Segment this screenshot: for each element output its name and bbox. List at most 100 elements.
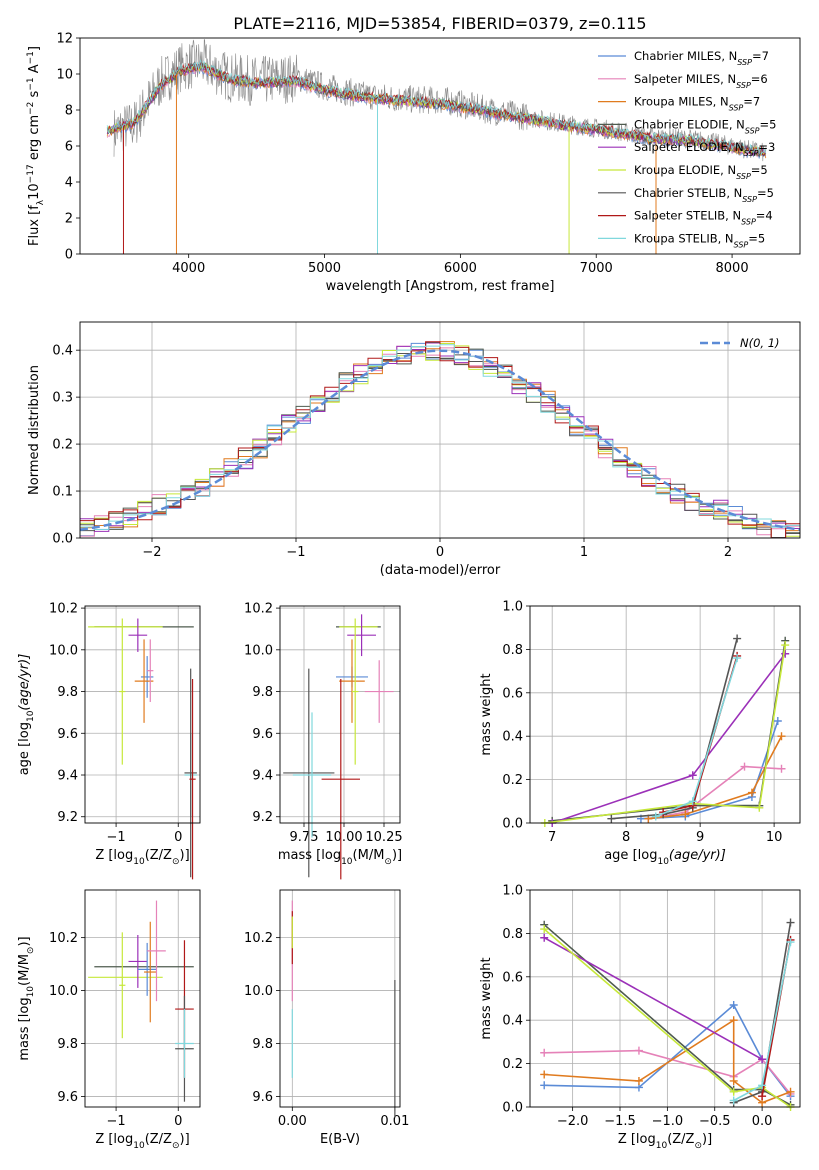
y-tick-label: 10.2 — [49, 931, 78, 946]
x-tick-label: 1 — [580, 545, 588, 560]
y-tick-label: 10.0 — [49, 984, 78, 999]
y-axis-label: Normed distribution — [27, 365, 42, 495]
y-axis-label: mass [log10(M/M⊙)] — [17, 936, 36, 1060]
axes-frame — [84, 605, 201, 824]
axes-frame — [84, 889, 201, 1108]
x-axis-label: wavelength [Angstrom, rest frame] — [326, 279, 555, 294]
plus-marker — [758, 1081, 767, 1090]
weight-vs-age-panel: 7 8 9 10 0.0 0.2 0.4 0.6 0.8 1.0 age [log10(age/yr… — [479, 600, 801, 867]
y-tick-label: 10.2 — [244, 602, 273, 617]
plus-marker — [634, 1076, 643, 1085]
legend-label: Kroupa STELIB, NSSP=5 — [634, 231, 765, 249]
y-axis-label: Flux [fλ10−17 erg cm−2 s−1 A−1] — [26, 46, 46, 246]
y-tick-label: 0.2 — [502, 1057, 523, 1072]
axes-frame — [79, 37, 801, 255]
x-axis-label: age [log10(age/yr)] — [604, 848, 726, 867]
grid — [85, 606, 200, 823]
x-tick-label: −1 — [106, 1114, 125, 1129]
y-tick-label: 0 — [65, 248, 73, 263]
y-tick-label: 0.0 — [52, 532, 73, 547]
plus-marker — [777, 732, 786, 741]
grid — [530, 605, 800, 824]
legend-label: Chabrier MILES, NSSP=7 — [634, 49, 769, 67]
axes-frame — [529, 889, 801, 1108]
y-tick-label: 0.6 — [502, 686, 523, 701]
plus-marker — [607, 814, 616, 823]
x-tick-label: 8000 — [716, 261, 749, 276]
y-tick-label: 9.8 — [252, 1037, 273, 1052]
error-bars — [291, 900, 396, 1118]
plus-marker — [540, 1081, 549, 1090]
x-tick-label: 0 — [174, 830, 182, 845]
weight-series-line — [611, 638, 738, 820]
x-axis-label: E(B-V) — [320, 1132, 360, 1147]
y-tick-label: 1.0 — [502, 884, 523, 899]
legend-label: Salpeter MILES, NSSP=6 — [634, 72, 768, 90]
x-axis-label: Z [log10(Z/Z⊙)] — [95, 848, 189, 867]
plus-marker — [729, 1016, 738, 1025]
legend: N(0, 1) — [700, 336, 780, 350]
y-axis-label: age [log10(age/yr)] — [17, 654, 36, 776]
plus-marker — [733, 634, 742, 643]
axes-frame — [279, 889, 401, 1108]
y-tick-label: 10 — [56, 68, 73, 83]
x-tick-label: 5000 — [308, 261, 341, 276]
y-tick-label: 9.6 — [252, 1090, 273, 1105]
plus-marker — [540, 1070, 549, 1079]
x-tick-label: 7 — [548, 830, 556, 845]
y-tick-label: 0.4 — [502, 1014, 523, 1029]
normal-distribution-curve — [80, 349, 800, 532]
x-tick-label: 10.00 — [325, 830, 362, 845]
legend-label: Kroupa MILES, NSSP=7 — [634, 95, 760, 113]
y-tick-label: 0.1 — [52, 485, 73, 500]
weight-lines — [540, 634, 790, 827]
y-tick-label: 10.0 — [49, 643, 78, 658]
x-tick-label: 0.01 — [380, 1114, 409, 1129]
y-tick-label: 6 — [65, 140, 73, 155]
x-tick-label: 10 — [766, 830, 783, 845]
plus-marker — [688, 771, 697, 780]
plus-marker — [688, 797, 697, 806]
error-bars — [283, 614, 394, 880]
weight-series-line — [544, 1018, 791, 1104]
grid — [85, 890, 200, 1107]
x-tick-label: 0 — [436, 545, 444, 560]
x-tick-label: 0.0 — [752, 1114, 773, 1129]
spectrum-panel: 4000 5000 6000 7000 8000 0 2 4 6 8 10 12 wavelength … — [26, 32, 801, 294]
plus-marker — [781, 649, 790, 658]
y-tick-label: 10.0 — [244, 984, 273, 999]
plus-marker — [729, 1096, 738, 1105]
histogram-group — [80, 341, 800, 538]
x-tick-label: 0 — [174, 1114, 182, 1129]
y-tick-label: 1.0 — [502, 600, 523, 615]
y-tick-label: 0.8 — [502, 643, 523, 658]
x-tick-label: −1.0 — [652, 1114, 684, 1129]
y-tick-label: 9.2 — [57, 810, 78, 825]
y-tick-label: 9.6 — [252, 727, 273, 742]
x-axis-label: Z [log10(Z/Z⊙)] — [618, 1132, 712, 1151]
y-tick-label: 0.0 — [502, 1101, 523, 1116]
x-tick-label: −0.5 — [699, 1114, 731, 1129]
y-tick-label: 9.8 — [57, 1037, 78, 1052]
legend-label: Salpeter STELIB, NSSP=4 — [634, 209, 773, 227]
plus-marker — [755, 803, 764, 812]
x-axis-label: mass [log10(M/M⊙)] — [278, 848, 402, 867]
y-tick-label: 9.6 — [57, 727, 78, 742]
legend-label: Kroupa ELODIE, NSSP=5 — [634, 163, 768, 181]
axes-frame — [279, 605, 401, 824]
axes-frame — [79, 321, 801, 539]
y-tick-label: 10.2 — [49, 602, 78, 617]
plus-marker — [786, 938, 795, 947]
y-tick-label: 0.4 — [52, 344, 73, 359]
y-tick-label: 4 — [65, 176, 73, 191]
plus-marker — [758, 1055, 767, 1064]
plus-marker — [651, 812, 660, 821]
y-tick-label: 10.0 — [244, 643, 273, 658]
x-tick-label: −1.5 — [604, 1114, 636, 1129]
grid — [530, 889, 800, 1108]
y-tick-label: 0.8 — [502, 927, 523, 942]
plus-marker — [777, 764, 786, 773]
y-tick-label: 9.2 — [252, 810, 273, 825]
y-tick-label: 9.8 — [57, 685, 78, 700]
